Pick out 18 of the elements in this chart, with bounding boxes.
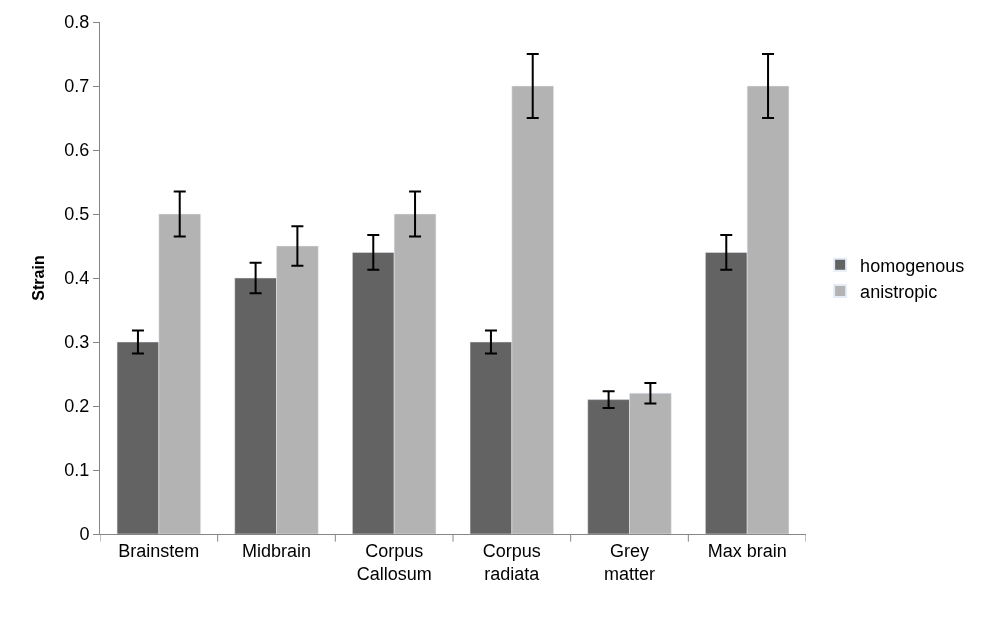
- y-tick-label: 0.8: [64, 12, 90, 33]
- x-tick-label: Brainstem: [118, 540, 200, 561]
- x-tick-label: Corpus Callosum: [356, 540, 432, 584]
- y-tick-label: 0.2: [64, 396, 90, 417]
- y-tick-label: 0.6: [64, 140, 90, 161]
- y-tick-label: 0.7: [64, 76, 90, 97]
- x-tick-label: Corpus radiata: [482, 540, 541, 584]
- y-tick-label: 0.5: [64, 204, 90, 225]
- y-axis-title: Strain: [30, 255, 48, 301]
- legend-label: homogenous: [860, 255, 965, 276]
- y-tick-label: 0.1: [64, 460, 90, 481]
- x-tick-label: Max brain: [707, 540, 787, 561]
- x-tick-label: Grey matter: [603, 540, 656, 584]
- y-tick-label: 0.3: [64, 332, 90, 353]
- y-tick-label: 0.4: [64, 268, 90, 289]
- legend-label: anistropic: [860, 282, 938, 303]
- x-tick-label: Midbrain: [241, 540, 312, 561]
- y-tick-label: 0: [79, 524, 90, 545]
